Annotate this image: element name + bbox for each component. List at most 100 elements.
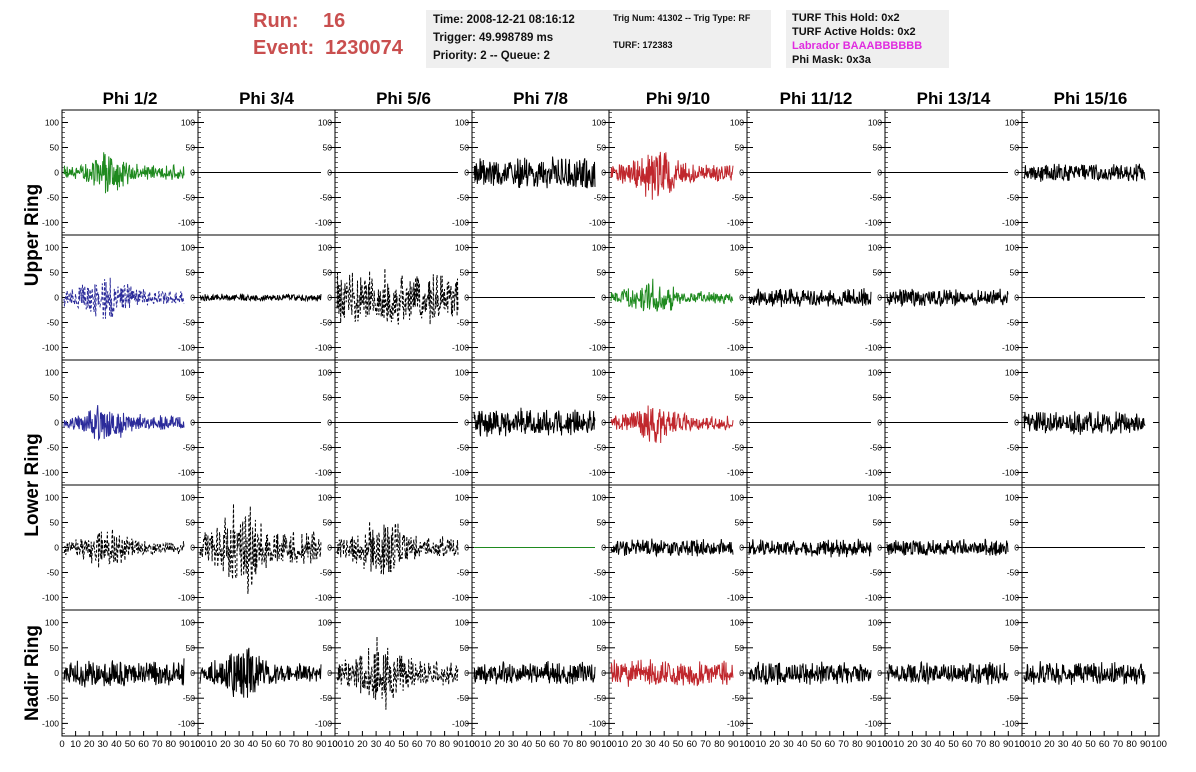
y-tick-label: 50 [50, 268, 60, 278]
y-tick-label: 50 [735, 268, 745, 278]
trigger-text: Trigger: 49.998789 ms [433, 32, 554, 44]
waveform-trace [1023, 163, 1146, 182]
y-tick-label: 100 [45, 368, 59, 378]
y-tick-label: 0 [54, 543, 59, 553]
y-tick-label: 100 [45, 118, 59, 128]
y-tick-label: 50 [460, 518, 470, 528]
x-tick-label: 20 [357, 739, 368, 750]
y-tick-label: -50 [457, 443, 470, 453]
y-tick-label: -100 [865, 343, 882, 353]
x-tick-label: 60 [138, 739, 149, 750]
x-tick-label: 60 [412, 739, 423, 750]
y-tick-label: 100 [592, 118, 606, 128]
x-tick-label: 20 [769, 739, 780, 750]
waveform-trace [610, 659, 734, 687]
column-title: Phi 15/16 [1054, 89, 1128, 108]
y-tick-label: 100 [730, 618, 744, 628]
y-tick-label: 100 [181, 243, 195, 253]
x-tick-label: 100 [877, 739, 893, 750]
x-tick-label: 60 [825, 739, 836, 750]
y-tick-label: 0 [54, 418, 59, 428]
y-tick-label: 100 [45, 493, 59, 503]
waveform-trace [63, 277, 185, 319]
waveform-trace [63, 152, 185, 194]
y-tick-label: 50 [323, 143, 333, 153]
x-tick-label: 20 [631, 739, 642, 750]
x-tick-label: 70 [838, 739, 849, 750]
y-tick-label: 100 [318, 368, 332, 378]
y-tick-label: 0 [601, 543, 606, 553]
y-tick-label: -100 [42, 343, 59, 353]
x-tick-label: 80 [166, 739, 177, 750]
y-tick-label: 50 [735, 143, 745, 153]
y-tick-label: 50 [873, 518, 883, 528]
x-tick-label: 50 [811, 739, 822, 750]
y-tick-label: -50 [1007, 318, 1020, 328]
y-tick-label: 0 [464, 543, 469, 553]
y-tick-label: 0 [327, 668, 332, 678]
turf-text: TURF: 172383 [613, 40, 673, 50]
x-tick-label: 40 [1072, 739, 1083, 750]
turf-active-text: TURF Active Holds: 0x2 [792, 26, 916, 38]
y-tick-label: 100 [592, 618, 606, 628]
x-tick-label: 70 [289, 739, 300, 750]
x-tick-label: 30 [508, 739, 519, 750]
y-tick-label: 0 [464, 668, 469, 678]
y-tick-label: 50 [1010, 518, 1020, 528]
y-tick-label: 50 [50, 143, 60, 153]
run-value: 16 [323, 10, 346, 32]
y-tick-label: -100 [452, 343, 469, 353]
y-tick-label: -100 [315, 218, 332, 228]
waveform-trace [336, 636, 459, 710]
waveform-trace [63, 529, 185, 568]
y-tick-label: -50 [870, 318, 883, 328]
y-tick-label: 0 [739, 668, 744, 678]
x-tick-label: 50 [261, 739, 272, 750]
waveform-trace [886, 660, 1009, 685]
x-tick-label: 50 [673, 739, 684, 750]
y-tick-label: 50 [323, 518, 333, 528]
x-tick-label: 50 [948, 739, 959, 750]
y-tick-label: 0 [54, 293, 59, 303]
y-tick-label: -50 [320, 568, 333, 578]
y-tick-label: 0 [190, 418, 195, 428]
y-tick-label: -100 [42, 218, 59, 228]
x-tick-label: 100 [190, 739, 206, 750]
column-title: Phi 5/6 [376, 89, 431, 108]
x-tick-label: 10 [893, 739, 904, 750]
x-tick-label: 0 [1019, 739, 1024, 750]
x-tick-label: 40 [111, 739, 122, 750]
column-title: Phi 1/2 [103, 89, 158, 108]
x-tick-label: 40 [797, 739, 808, 750]
waveform-trace [610, 151, 734, 200]
y-tick-label: -50 [732, 193, 745, 203]
y-tick-label: 100 [318, 618, 332, 628]
y-tick-label: -50 [183, 693, 196, 703]
y-tick-label: -50 [732, 318, 745, 328]
y-tick-label: 0 [877, 418, 882, 428]
y-tick-label: -50 [183, 318, 196, 328]
y-tick-label: -50 [47, 693, 60, 703]
x-tick-label: 40 [935, 739, 946, 750]
y-tick-label: -50 [320, 193, 333, 203]
time-text: Time: 2008-12-21 08:16:12 [433, 14, 575, 26]
waveform-trace [199, 293, 322, 303]
y-tick-label: 50 [735, 518, 745, 528]
turf-info-box: TURF This Hold: 0x2 TURF Active Holds: 0… [786, 10, 949, 68]
waveform-trace [473, 407, 596, 437]
y-tick-label: -100 [452, 593, 469, 603]
y-tick-label: 100 [730, 243, 744, 253]
y-tick-label: -100 [42, 468, 59, 478]
y-tick-label: -50 [1007, 193, 1020, 203]
y-tick-label: -100 [727, 218, 744, 228]
x-tick-label: 60 [687, 739, 698, 750]
y-tick-label: -50 [594, 693, 607, 703]
y-tick-label: 100 [318, 118, 332, 128]
y-tick-label: -50 [320, 318, 333, 328]
x-tick-label: 70 [1113, 739, 1124, 750]
y-tick-label: -50 [870, 443, 883, 453]
y-tick-label: 50 [323, 643, 333, 653]
y-tick-label: -100 [589, 218, 606, 228]
y-tick-label: -50 [47, 318, 60, 328]
